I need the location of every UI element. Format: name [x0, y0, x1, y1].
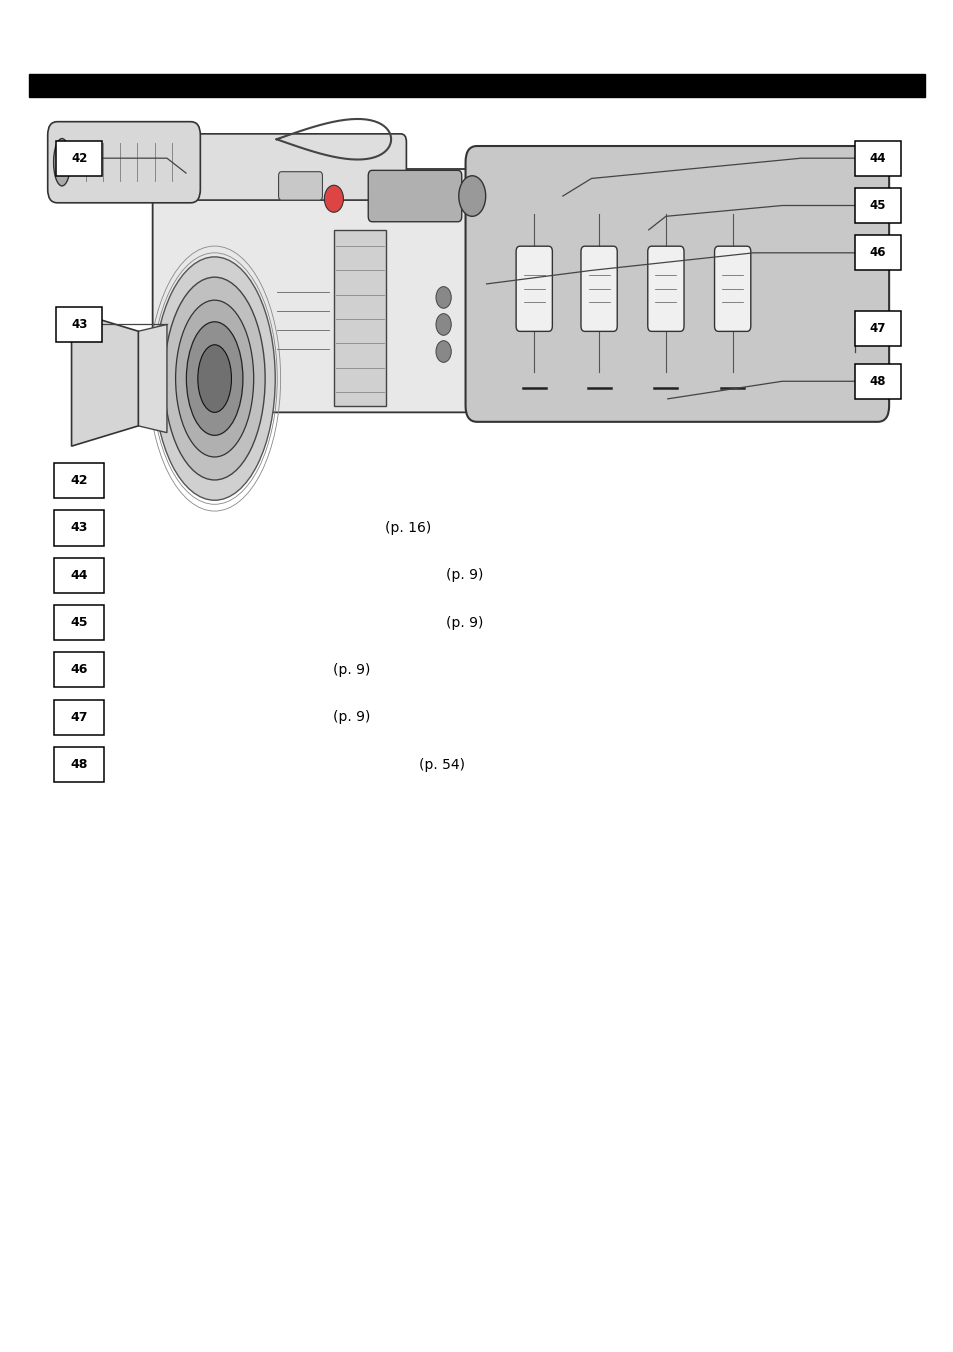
FancyBboxPatch shape — [580, 246, 617, 331]
Text: (p. 9): (p. 9) — [445, 615, 482, 630]
Text: 44: 44 — [868, 151, 885, 165]
Text: 43: 43 — [71, 522, 88, 534]
Bar — [854, 235, 900, 270]
Text: 44: 44 — [71, 569, 88, 581]
Circle shape — [436, 287, 451, 308]
Ellipse shape — [458, 176, 485, 216]
FancyBboxPatch shape — [48, 122, 200, 203]
Circle shape — [436, 314, 451, 335]
FancyBboxPatch shape — [516, 246, 552, 331]
Bar — [854, 364, 900, 399]
Bar — [334, 230, 386, 406]
Bar — [54, 510, 104, 545]
Bar — [854, 311, 900, 346]
Text: 42: 42 — [71, 151, 88, 165]
Text: 47: 47 — [868, 322, 885, 335]
Ellipse shape — [53, 138, 71, 187]
Bar — [54, 653, 104, 688]
Bar — [854, 141, 900, 176]
Text: (p. 54): (p. 54) — [418, 757, 464, 772]
Text: 42: 42 — [71, 475, 88, 487]
FancyBboxPatch shape — [714, 246, 750, 331]
Ellipse shape — [186, 322, 243, 435]
Text: 45: 45 — [71, 617, 88, 629]
Circle shape — [324, 185, 343, 212]
Bar — [54, 557, 104, 592]
Ellipse shape — [175, 300, 253, 457]
Text: 46: 46 — [71, 664, 88, 676]
Text: 45: 45 — [868, 199, 885, 212]
FancyBboxPatch shape — [465, 146, 888, 422]
Bar — [56, 141, 102, 176]
Bar — [54, 700, 104, 735]
Text: 48: 48 — [71, 758, 88, 771]
Ellipse shape — [197, 345, 232, 412]
Bar — [54, 746, 104, 781]
Text: (p. 9): (p. 9) — [445, 568, 482, 583]
Bar — [54, 462, 104, 499]
Text: 43: 43 — [71, 318, 88, 331]
Text: 47: 47 — [71, 711, 88, 723]
Text: (p. 9): (p. 9) — [333, 662, 370, 677]
FancyBboxPatch shape — [180, 134, 406, 200]
Bar — [854, 188, 900, 223]
Text: 48: 48 — [868, 375, 885, 388]
Text: (p. 16): (p. 16) — [385, 521, 431, 535]
Circle shape — [436, 341, 451, 362]
Text: 46: 46 — [868, 246, 885, 260]
FancyBboxPatch shape — [278, 172, 322, 200]
Polygon shape — [138, 324, 167, 433]
Ellipse shape — [153, 257, 275, 500]
FancyBboxPatch shape — [152, 169, 491, 412]
Polygon shape — [71, 311, 138, 446]
Text: (p. 9): (p. 9) — [333, 710, 370, 725]
FancyBboxPatch shape — [647, 246, 683, 331]
FancyBboxPatch shape — [368, 170, 461, 222]
Bar — [56, 307, 102, 342]
Bar — [54, 606, 104, 641]
Ellipse shape — [164, 277, 265, 480]
Bar — [29, 74, 924, 97]
